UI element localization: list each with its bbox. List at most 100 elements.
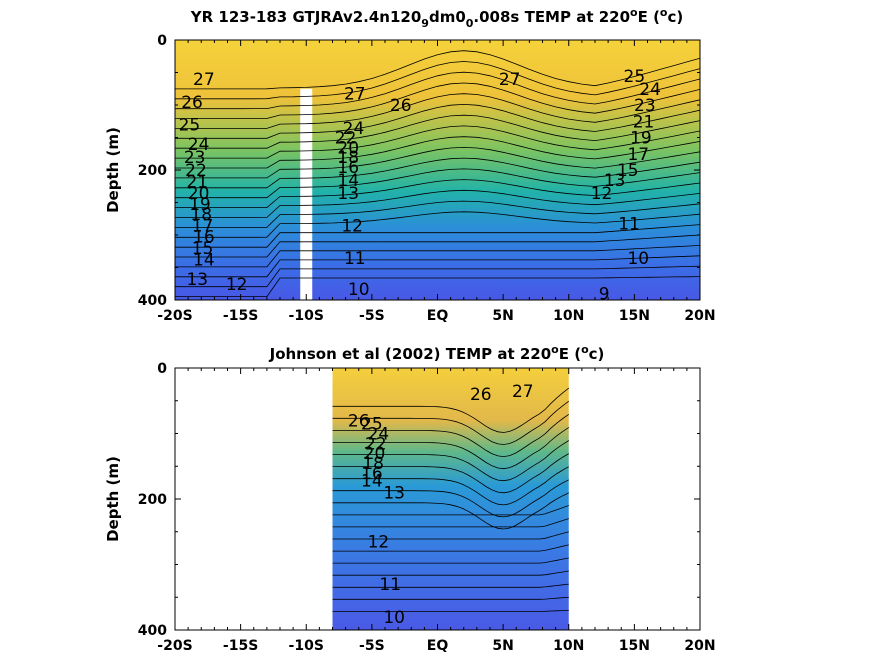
contour-line [332, 387, 570, 433]
x-tick-label: 20N [684, 308, 715, 324]
contour-label: 13 [604, 171, 626, 191]
x-tick-label: -15S [223, 638, 258, 654]
contour-line [175, 245, 701, 268]
contour-label: 17 [627, 145, 649, 165]
contour-line [175, 61, 701, 100]
contour-line [175, 114, 701, 149]
contour-line [332, 570, 569, 576]
contour-label: 26 [470, 385, 492, 405]
contour-label: 27 [512, 382, 534, 402]
y-tick-label: 400 [138, 623, 167, 639]
x-tick-label: -20S [157, 638, 192, 654]
contour-label: 25 [179, 116, 201, 136]
contour-line [175, 125, 701, 159]
contour-label: 25 [624, 67, 646, 87]
missing-data-gap [300, 88, 313, 300]
contour-line [175, 82, 701, 119]
contour-line [332, 518, 569, 528]
contour-label: 14 [193, 251, 215, 271]
contour-label: 21 [633, 112, 655, 132]
contour-line [175, 234, 701, 258]
x-axis-bottom: -20S -15S -10S -5S EQ 5N 10N 15N 20N [157, 368, 716, 654]
contour-line [175, 276, 701, 297]
contour-label: 24 [368, 425, 390, 445]
contour-line [175, 50, 701, 90]
contour-label: 13 [186, 270, 208, 290]
y-tick-label: 0 [157, 361, 167, 377]
contour-label: 12 [341, 216, 363, 236]
contour-label: 12 [591, 184, 613, 204]
contour-label: 21 [186, 173, 208, 193]
contour-line [332, 492, 569, 530]
contour-line [175, 265, 701, 288]
contour-label: 25 [361, 415, 383, 435]
x-tick-label: 5N [492, 308, 513, 324]
contour-label: 13 [383, 483, 405, 503]
contour-label: 19 [189, 195, 211, 215]
contour-label: 16 [193, 227, 215, 247]
x-tick-label: -10S [289, 638, 324, 654]
x-tick-label: -20S [157, 308, 192, 324]
contour-line [175, 146, 701, 179]
y-tick-label: 200 [138, 492, 167, 508]
contour-line [332, 427, 570, 470]
y-tick-label: 400 [138, 293, 167, 309]
contour-label: 20 [337, 138, 359, 158]
contour-line [332, 583, 569, 588]
contour-label: 27 [344, 84, 366, 104]
contour-label: 24 [639, 80, 661, 100]
y-axis-top: 0 200 400 [138, 33, 700, 309]
contour-label: 12 [226, 275, 248, 295]
x-tick-label: 10N [553, 308, 584, 324]
x-tick-label: -5S [359, 638, 385, 654]
contour-label: 22 [335, 129, 357, 149]
contour-line [332, 505, 569, 516]
contour-label: 23 [634, 96, 656, 116]
contour-label: 24 [343, 119, 365, 139]
y-axis-label-bottom: Depth (m) [104, 456, 122, 542]
contour-line [175, 71, 701, 110]
contour-label: 15 [617, 161, 639, 181]
contour-line [175, 103, 701, 139]
contour-line [332, 610, 569, 612]
contour-line [332, 531, 569, 540]
contour-line [332, 413, 570, 458]
contour-label: 22 [185, 161, 207, 181]
contour-line [175, 157, 701, 189]
contour-line [332, 453, 570, 494]
contour-line [332, 479, 569, 518]
contour-label: 26 [348, 411, 370, 431]
x-tick-label: 5N [492, 638, 513, 654]
contour-line [175, 255, 701, 278]
contour-label: 10 [627, 249, 649, 269]
temperature-field-bottom [332, 368, 569, 630]
contour-label: 18 [337, 148, 359, 168]
contour-label: 14 [361, 472, 383, 492]
contour-label: 24 [188, 135, 210, 155]
contour-line [175, 136, 701, 169]
contour-label: 18 [190, 205, 212, 225]
contour-label: 20 [364, 444, 386, 464]
contour-line [175, 189, 701, 218]
x-axis-top: -20S -15S -10S -5S EQ 5N 10N 15N 20N [157, 40, 716, 324]
contour-line [175, 224, 701, 248]
x-tick-label: -10S [289, 308, 324, 324]
x-tick-label: 20N [684, 638, 715, 654]
panel-bottom: Johnson et al (2002) TEMP at 220oE (oc) … [104, 343, 716, 654]
contour-label: 11 [618, 214, 640, 234]
contour-lines-bottom [332, 387, 570, 612]
contour-line [332, 557, 569, 564]
contour-line [175, 200, 701, 228]
contour-label: 27 [499, 70, 521, 90]
x-tick-label: -15S [223, 308, 258, 324]
contour-line [175, 211, 701, 238]
contour-label: 9 [599, 285, 610, 305]
contour-label: 26 [390, 96, 412, 116]
contour-label: 18 [362, 454, 384, 474]
contour-label: 10 [383, 608, 405, 628]
contour-line [332, 544, 569, 552]
contour-line [175, 168, 701, 199]
chart-title-top: YR 123-183 GTJRAv2.4n1209dm00.008s TEMP … [190, 6, 683, 30]
